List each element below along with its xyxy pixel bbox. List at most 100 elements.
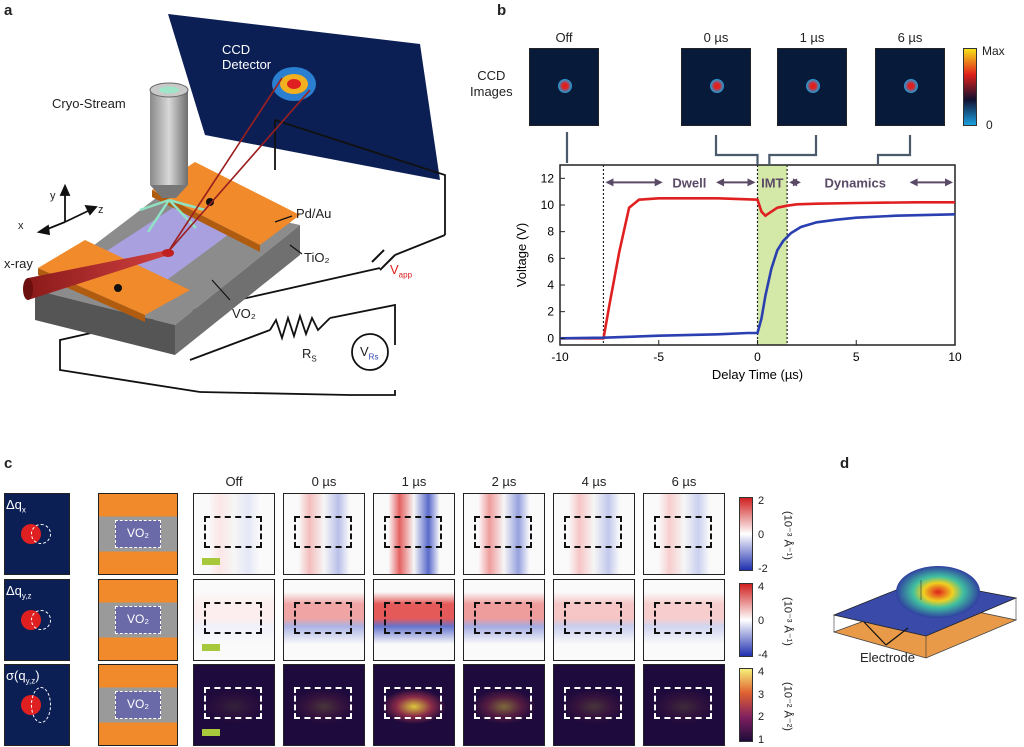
map-cell [463,579,545,661]
cryo-stream-label: Cryo-Stream [52,96,126,111]
vo2-region: VO₂ [115,606,161,634]
cryo-stream-nozzle [150,90,188,185]
y-tick-label: 10 [541,198,555,212]
x-tick-label: -5 [653,350,664,364]
axis-x-label: x [18,220,24,232]
vo2-outline [204,687,262,719]
colorbar-unit: (10⁻³ Å⁻¹) [781,597,794,646]
colorbar-tick-label: 3 [758,688,765,701]
panel-letter-d: d [840,455,850,472]
row-label: σ(qy,z) [6,668,40,686]
colorbar-tick-label: 2 [758,711,765,724]
x-tick-label: 10 [948,350,962,364]
y-tick-label: 12 [541,171,555,185]
vo2-outline [654,687,712,719]
dynamics-arrow-right-seg-head-right [945,178,953,187]
ccd-image [777,48,847,126]
vo2-outline [294,516,352,548]
y-tick-label: 2 [547,305,554,319]
row-icon [4,493,70,575]
vo2-outline [654,602,712,634]
ccd-connector [876,135,912,165]
vo2-outline [564,687,622,719]
panel-letter-a: a [4,2,13,19]
ccd-image [681,48,751,126]
device-icon: VO₂ [98,664,178,746]
row-colorbar [739,497,753,571]
panel-a-schematic [23,14,446,396]
colorbar-unit: (10⁻² Å⁻²) [781,682,794,731]
panel-letter-c: c [4,455,13,472]
pdau-label: Pd/Au [296,206,332,221]
vo2-label: VO₂ [232,306,256,321]
ccd-colorbar [963,48,977,126]
dwell-label: Dwell [672,175,706,190]
row-colorbar [739,668,753,742]
xray-beam [28,250,168,300]
vo2-region: VO₂ [115,520,161,548]
series-line-0 [560,197,955,340]
ccd-image [875,48,945,126]
colorbar-unit: (10⁻³ Å⁻¹) [781,511,794,560]
map-cell [553,664,635,746]
device-icon: VO₂ [98,579,178,661]
colorbar-tick-label: 4 [758,581,765,593]
colorbar-tick-label: -4 [758,649,768,661]
vo2-outline [204,516,262,548]
electrode-label: Electrode [860,650,915,665]
map-cell [643,579,725,661]
x-tick-label: -10 [551,350,569,364]
colorbar-tick-label: 0 [758,615,765,627]
rs-label: RS [302,346,317,364]
colorbar-tick-label: 4 [758,666,765,678]
map-cell [283,493,365,575]
map-cell [193,579,275,661]
vo2-outline [474,687,532,719]
col-title: 1 µs [401,474,427,489]
vo2-region: VO₂ [115,691,161,719]
scale-bar [202,644,220,651]
y-tick-label: 4 [547,278,554,292]
map-cell [373,664,455,746]
row-label: Δqy,z [6,583,32,601]
dwell-arrow-right-seg-head-right [747,178,756,187]
y-tick-label: 8 [547,225,554,239]
ccd-detector-label: CCD Detector [222,42,272,72]
col-title: Off [225,474,243,489]
colorbar-tick-label: 2 [758,495,765,507]
vrs-label: VRs [360,344,379,362]
map-cell [643,664,725,746]
colorbar-tick-label: -2 [758,563,768,575]
dynamics-arrow-right-seg-head-left [909,178,918,187]
vo2-outline [654,516,712,548]
map-cell [283,664,365,746]
map-cell [463,493,545,575]
ccd-image-title: 6 µs [897,30,923,45]
colorbar-tick-label: 0 [758,529,765,541]
ccd-colorbar-max: Max [982,44,1005,58]
y-tick-label: 0 [547,331,554,345]
vapp-label: Vapp [390,262,413,280]
ccd-images-label: CCD Images [470,68,513,99]
panel-letter-b: b [497,2,507,19]
vo2-outline [294,687,352,719]
y-axis-label: Voltage (V) [514,223,529,287]
panel-d-surface-plot [832,566,1018,659]
col-title: 6 µs [671,474,697,489]
map-cell [373,493,455,575]
ccd-colorbar-min: 0 [986,118,993,132]
map-cell [553,579,635,661]
vo2-outline [204,602,262,634]
map-cell [373,579,455,661]
ccd-connector [768,135,818,165]
tio2-label: TiO₂ [304,250,330,265]
dwell-arrow-left-seg-head-left [605,178,614,187]
ccd-image-title: 0 µs [703,30,729,45]
vo2-outline [564,516,622,548]
vo2-outline [564,602,622,634]
dwell-arrow-right-seg-head-left [716,178,725,187]
map-cell [643,493,725,575]
vo2-outline [294,602,352,634]
xray-label: x-ray [4,256,33,271]
row-label: Δqx [6,497,26,515]
